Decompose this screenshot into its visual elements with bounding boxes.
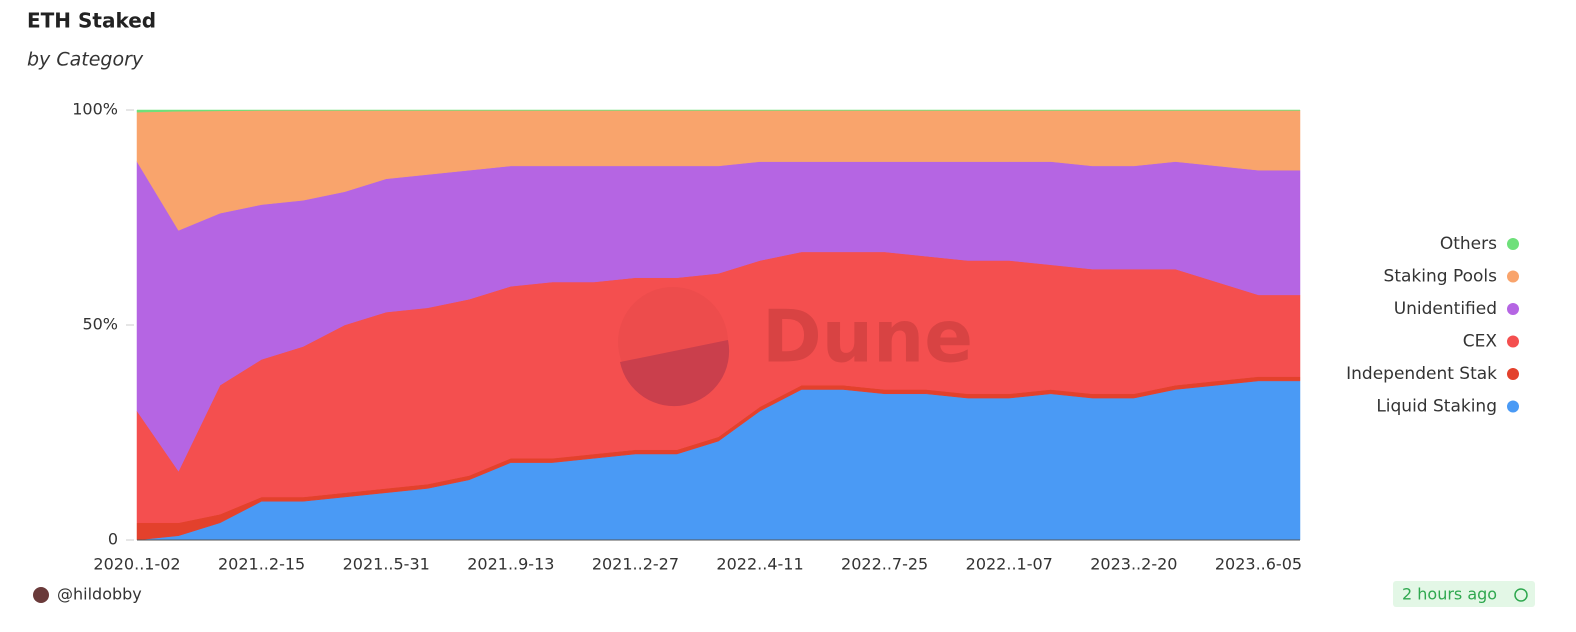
legend-marker (1507, 368, 1519, 380)
legend-label: Liquid Staking (1376, 397, 1497, 417)
legend-marker (1507, 400, 1519, 413)
y-tick-label: 0 (108, 530, 118, 549)
legend-label: Independent Stak (1346, 364, 1497, 384)
watermark-logo-slice (620, 340, 730, 407)
x-tick-label: 2021..9-13 (467, 555, 554, 574)
x-tick-label: 2023..2-20 (1090, 555, 1177, 574)
watermark: Dune (618, 287, 973, 407)
watermark-text: Dune (762, 295, 973, 379)
plot-area (136, 109, 1301, 541)
legend-label: Others (1440, 234, 1497, 254)
x-tick-label: 2023..6-05 (1215, 555, 1302, 574)
x-tick-label: 2021..5-31 (343, 555, 430, 574)
x-tick-label: 2021..2-27 (592, 555, 679, 574)
y-tick-label: 50% (82, 315, 118, 334)
y-tick-label: 100% (72, 100, 118, 119)
chart-subtitle: by Category (27, 49, 144, 71)
legend-label: Staking Pools (1384, 267, 1498, 287)
legend-marker (1507, 335, 1519, 348)
legend-marker (1507, 303, 1519, 315)
legend-label: Unidentified (1394, 299, 1497, 319)
x-tick-label: 2022..7-25 (841, 555, 928, 574)
x-tick-label: 2022..4-11 (716, 555, 803, 574)
x-tick-label: 2020..1-02 (93, 555, 180, 574)
x-tick-label: 2022..1-07 (966, 555, 1053, 574)
author-avatar (33, 587, 49, 603)
legend-marker (1507, 270, 1519, 283)
area (136, 109, 1301, 113)
legend-label: CEX (1463, 332, 1498, 352)
updated-badge (1393, 581, 1535, 607)
updated-text: 2 hours ago (1402, 585, 1497, 604)
chart-title: ETH Staked (27, 9, 156, 33)
updated-icon (1514, 588, 1528, 602)
author[interactable]: @hildobby (57, 585, 142, 604)
x-tick-label: 2021..2-15 (218, 555, 305, 574)
legend-marker (1507, 238, 1519, 250)
